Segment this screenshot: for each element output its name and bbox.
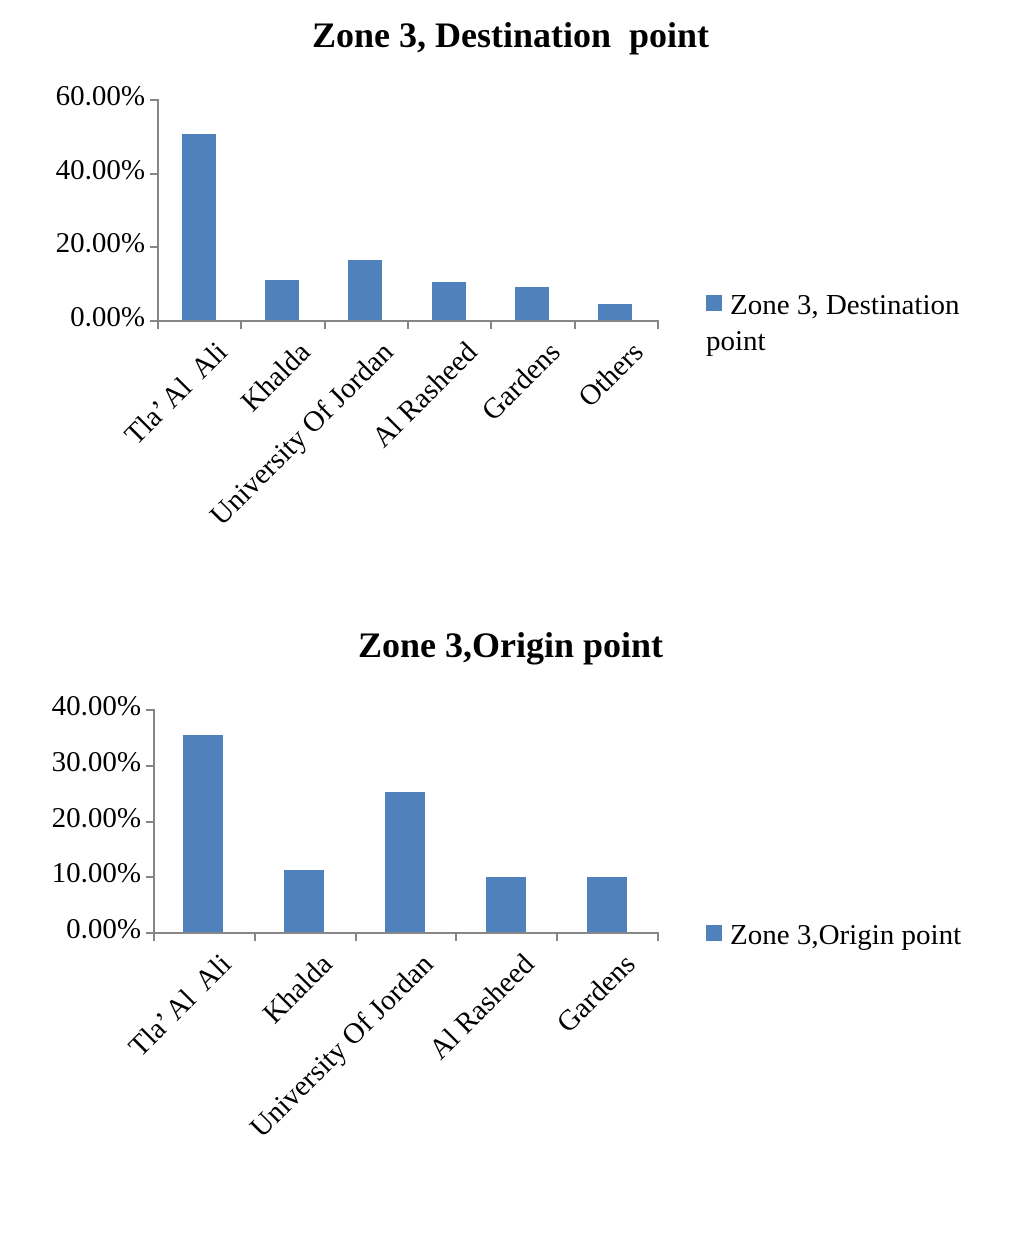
x-tick (354, 933, 357, 941)
x-tick (153, 933, 155, 941)
bar (181, 134, 216, 320)
bar (485, 876, 526, 932)
x-axis (153, 932, 659, 934)
y-tick (146, 932, 154, 934)
x-tick (323, 321, 326, 329)
x-tick (657, 321, 659, 329)
x-tick (490, 321, 493, 329)
legend: Zone 3, Destination point (706, 287, 1006, 359)
y-tick (150, 99, 158, 101)
y-tick-label: 10.00% (51, 857, 141, 890)
x-tick (240, 321, 243, 329)
chart-title: Zone 3,Origin point (357, 625, 664, 665)
x-tick (253, 933, 256, 941)
legend-label: Zone 3, Destination point (706, 289, 960, 357)
y-tick-label: 20.00% (51, 801, 141, 834)
legend-swatch (706, 925, 722, 941)
y-tick-label: 0.00% (70, 301, 145, 333)
origin-chart: Zone 3,Origin point 0.00% 10.00% 20.00% 30.… (51, 625, 1016, 1144)
destination-chart: Zone 3, Destination point 0.00% 20.00% 40.… (0, 0, 1021, 590)
bar (586, 876, 627, 932)
y-tick (146, 709, 154, 711)
x-tick (407, 321, 409, 329)
x-tick (556, 933, 559, 941)
y-axis (153, 709, 155, 934)
y-tick-label: 60.00% (55, 80, 145, 112)
y-tick-label: 40.00% (51, 690, 141, 722)
x-tick (455, 933, 458, 941)
chart-title: Zone 3, Destination point (311, 15, 710, 55)
bar (265, 279, 299, 320)
y-tick (150, 172, 158, 175)
y-tick-label: 20.00% (55, 227, 145, 260)
y-tick-label: 0.00% (66, 913, 141, 945)
y-axis (157, 99, 159, 322)
y-tick (146, 876, 154, 879)
y-tick-label: 30.00% (51, 745, 141, 778)
bar (598, 304, 633, 320)
bar (385, 792, 425, 932)
y-tick (146, 764, 154, 767)
y-tick (150, 320, 158, 322)
y-tick (150, 246, 158, 249)
bar (183, 734, 224, 932)
x-tick (157, 321, 159, 329)
legend-label: Zone 3,Origin point (730, 919, 962, 951)
x-tick (657, 933, 659, 941)
y-tick (146, 820, 154, 823)
legend-swatch (706, 295, 722, 311)
bar (284, 869, 325, 932)
x-tick (573, 321, 576, 329)
legend: Zone 3,Origin point (706, 917, 1016, 953)
bar (348, 259, 383, 320)
bar (431, 282, 466, 320)
bar (515, 287, 549, 320)
y-tick-label: 40.00% (55, 153, 145, 186)
